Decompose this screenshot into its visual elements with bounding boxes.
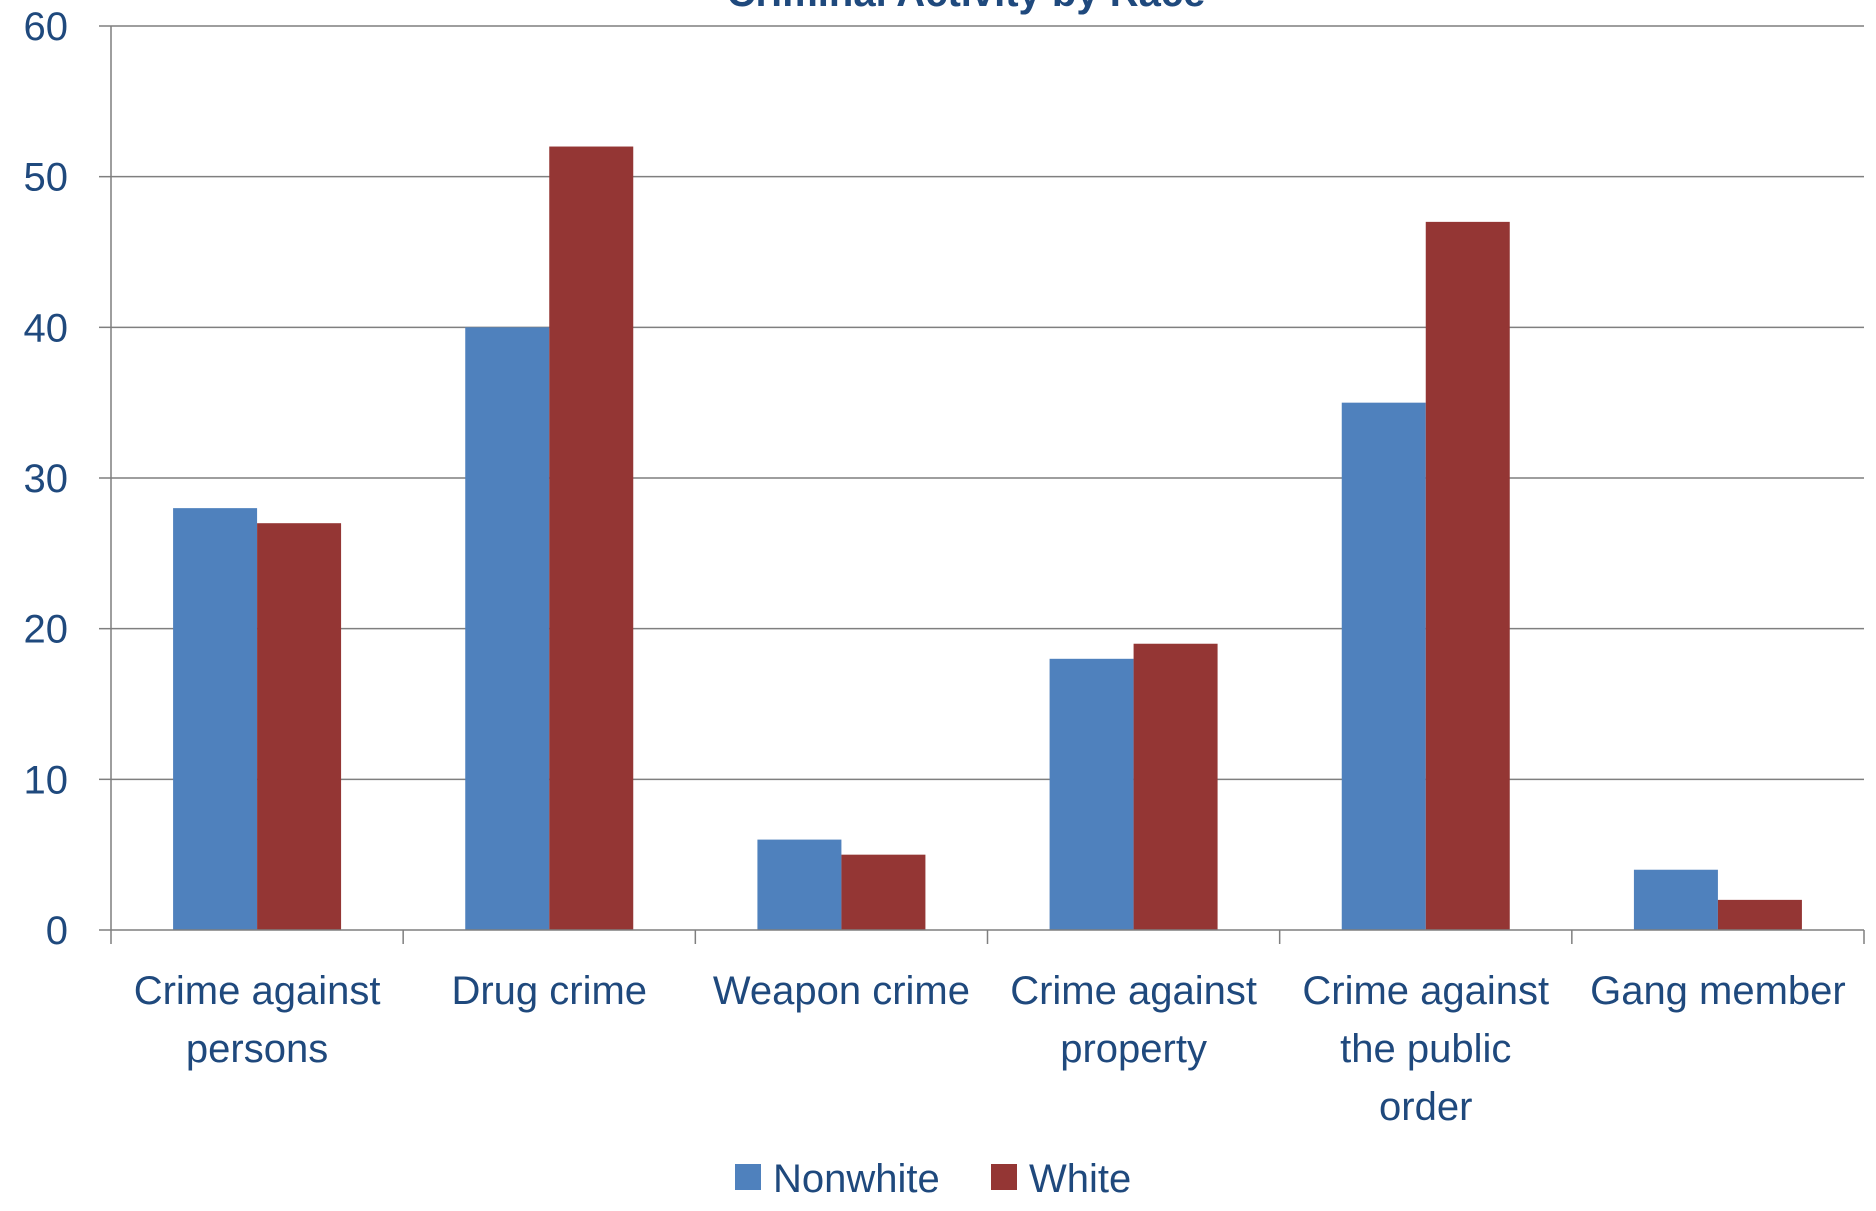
y-tick-label: 0 [46, 909, 68, 953]
bar-nonwhite [1633, 869, 1718, 930]
x-tick-label: order [1379, 1085, 1472, 1129]
x-tick-label: Gang member [1590, 969, 1846, 1013]
bar-nonwhite [1049, 658, 1134, 930]
labels: 0 10 20 30 40 50 60 Crime against persons Drug cr… [24, 5, 1846, 1129]
legend-label: Nonwhite [773, 1157, 940, 1201]
bar-nonwhite [757, 839, 842, 930]
legend-swatch [991, 1164, 1017, 1190]
bar-white [841, 854, 926, 930]
bar-white [1425, 221, 1510, 930]
y-tick-label: 40 [24, 306, 69, 350]
y-tick-label: 50 [24, 156, 69, 200]
bar-nonwhite [173, 508, 258, 930]
legend: Nonwhite White [735, 1157, 1131, 1201]
x-tick-label: the public [1340, 1027, 1511, 1071]
x-tick-label: Weapon crime [713, 969, 970, 1013]
y-tick-label: 60 [24, 5, 69, 49]
bar-nonwhite [1341, 402, 1426, 931]
x-tick-label: Crime against [1010, 969, 1257, 1013]
x-tick-label: persons [186, 1027, 328, 1071]
bar-white [549, 146, 634, 931]
bar-nonwhite [465, 327, 550, 930]
bars [173, 146, 1802, 931]
legend-label: White [1029, 1157, 1131, 1201]
gridlines [111, 25, 1864, 781]
bar-white [1133, 643, 1218, 930]
x-tick-label: Crime against [1302, 969, 1549, 1013]
x-tick-label: Crime against [134, 969, 381, 1013]
chart-title: Criminal Activity by Race [727, 0, 1206, 15]
axes [99, 25, 1865, 944]
y-tick-label: 30 [24, 457, 69, 501]
bar-white [257, 523, 342, 930]
bar-white [1717, 899, 1802, 930]
x-tick-label: property [1060, 1027, 1207, 1071]
y-tick-label: 10 [24, 758, 69, 802]
legend-swatch [735, 1164, 761, 1190]
x-tick-label: Drug crime [451, 969, 647, 1013]
y-tick-label: 20 [24, 608, 69, 652]
